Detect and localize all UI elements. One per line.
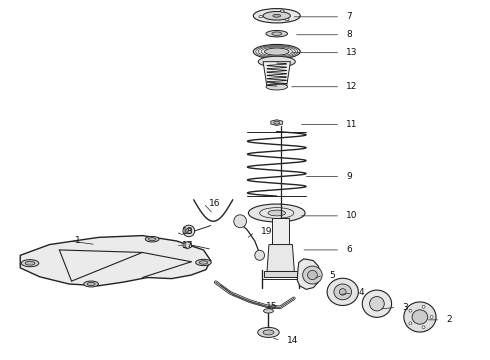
Ellipse shape	[327, 278, 358, 306]
Text: 4: 4	[358, 288, 364, 297]
Ellipse shape	[253, 44, 300, 59]
Ellipse shape	[422, 305, 425, 308]
Ellipse shape	[186, 228, 192, 234]
Ellipse shape	[264, 309, 273, 313]
Text: 15: 15	[266, 302, 277, 311]
Text: 17: 17	[181, 241, 193, 250]
Polygon shape	[272, 218, 290, 244]
Ellipse shape	[259, 15, 263, 18]
Ellipse shape	[266, 84, 288, 90]
Ellipse shape	[199, 261, 208, 264]
Text: 9: 9	[346, 172, 352, 181]
Ellipse shape	[255, 250, 265, 260]
Ellipse shape	[334, 284, 351, 300]
Text: 8: 8	[346, 30, 352, 39]
Text: 7: 7	[346, 12, 352, 21]
Ellipse shape	[263, 12, 291, 20]
Ellipse shape	[258, 56, 295, 67]
Ellipse shape	[285, 18, 289, 21]
Polygon shape	[263, 62, 291, 87]
Ellipse shape	[272, 32, 282, 36]
Ellipse shape	[369, 297, 384, 311]
Ellipse shape	[274, 121, 280, 124]
Ellipse shape	[87, 282, 95, 285]
Text: 14: 14	[287, 336, 298, 345]
Text: 13: 13	[346, 48, 358, 57]
Ellipse shape	[25, 261, 35, 265]
Ellipse shape	[308, 270, 318, 280]
Ellipse shape	[146, 237, 159, 242]
Text: 12: 12	[346, 82, 358, 91]
Polygon shape	[264, 271, 298, 277]
Ellipse shape	[248, 204, 305, 222]
Polygon shape	[271, 120, 283, 126]
Polygon shape	[297, 259, 321, 289]
Text: 6: 6	[346, 246, 352, 255]
Text: 11: 11	[346, 120, 358, 129]
Ellipse shape	[148, 238, 156, 241]
Ellipse shape	[263, 330, 274, 335]
Text: 10: 10	[346, 211, 358, 220]
Ellipse shape	[362, 290, 392, 318]
Text: 1: 1	[75, 237, 81, 246]
Ellipse shape	[234, 215, 246, 228]
Ellipse shape	[303, 266, 322, 284]
Polygon shape	[20, 235, 211, 286]
Ellipse shape	[268, 210, 286, 216]
Text: 5: 5	[329, 270, 335, 279]
Ellipse shape	[409, 322, 412, 325]
Text: 2: 2	[446, 315, 452, 324]
Ellipse shape	[430, 316, 433, 319]
Ellipse shape	[266, 31, 288, 37]
Text: 19: 19	[261, 228, 272, 237]
Polygon shape	[183, 242, 192, 249]
Ellipse shape	[258, 327, 279, 337]
Ellipse shape	[409, 309, 412, 312]
Ellipse shape	[196, 259, 211, 266]
Ellipse shape	[339, 289, 346, 295]
Ellipse shape	[280, 10, 284, 12]
Ellipse shape	[265, 48, 289, 55]
Text: 3: 3	[402, 303, 408, 312]
Ellipse shape	[422, 326, 425, 329]
Ellipse shape	[84, 281, 98, 287]
Ellipse shape	[183, 225, 195, 237]
Text: 16: 16	[209, 199, 221, 208]
Ellipse shape	[404, 302, 436, 332]
Ellipse shape	[253, 9, 300, 23]
Polygon shape	[267, 244, 294, 271]
Ellipse shape	[21, 260, 39, 267]
Ellipse shape	[412, 310, 428, 324]
Ellipse shape	[273, 14, 281, 17]
Text: 18: 18	[181, 228, 193, 237]
